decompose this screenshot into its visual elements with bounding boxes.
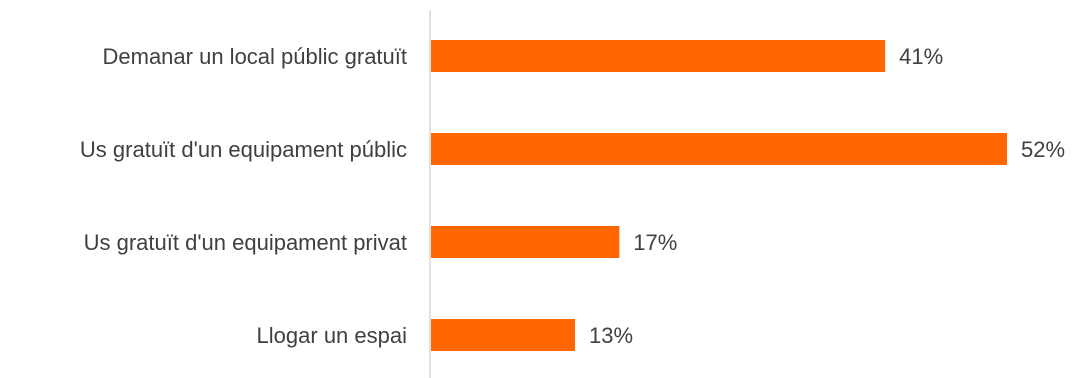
category-label-0: Demanar un local públic gratuït: [103, 44, 408, 69]
bar-2: [431, 226, 620, 258]
category-labels-group: Demanar un local públic gratuït Us gratuï…: [80, 44, 407, 348]
value-label-2: 17%: [633, 230, 677, 255]
value-label-1: 52%: [1021, 137, 1065, 162]
category-label-1: Us gratuït d'un equipament públic: [80, 137, 407, 162]
value-labels-group: 41% 52% 17% 13%: [589, 44, 1065, 348]
value-label-3: 13%: [589, 323, 633, 348]
category-label-3: Llogar un espai: [257, 323, 407, 348]
bar-1: [431, 133, 1007, 165]
bar-0: [431, 40, 886, 72]
value-label-0: 41%: [899, 44, 943, 69]
category-label-2: Us gratuït d'un equipament privat: [84, 230, 407, 255]
bars-group: [431, 40, 1007, 351]
bar-3: [431, 319, 575, 351]
